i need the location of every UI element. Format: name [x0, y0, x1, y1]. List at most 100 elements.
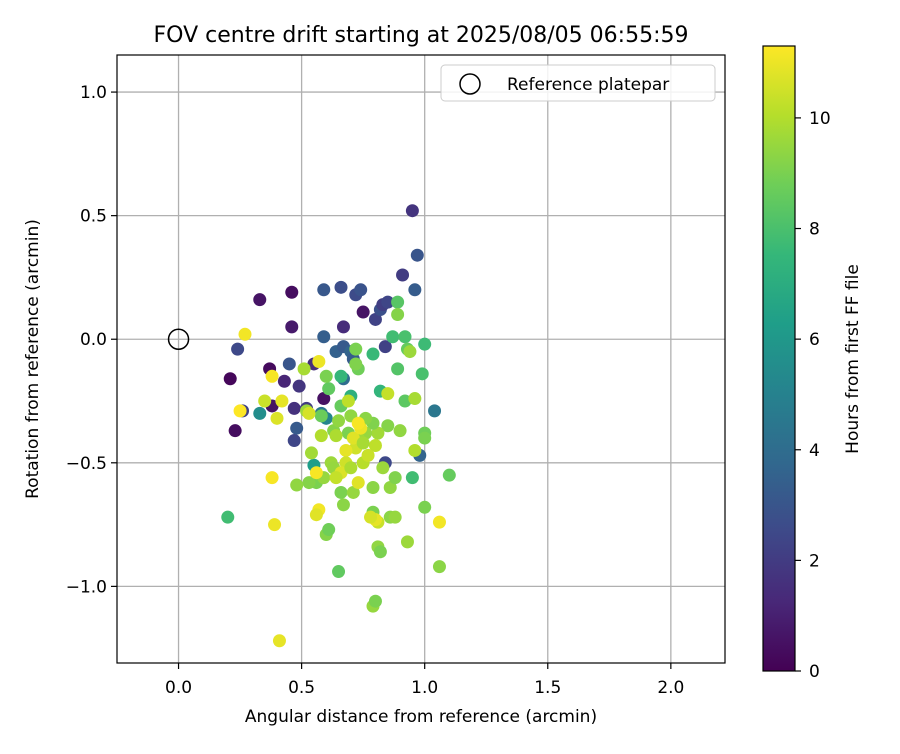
data-point: [381, 295, 395, 309]
data-point: [282, 357, 296, 371]
data-point: [376, 461, 390, 475]
data-point: [312, 354, 326, 368]
data-point: [381, 387, 395, 401]
plot-background: [117, 55, 725, 663]
x-tick-label: 1.0: [411, 678, 438, 698]
colorbar-tick-label: 0: [809, 662, 820, 682]
data-point: [334, 280, 348, 294]
data-point: [334, 369, 348, 383]
data-point: [233, 404, 247, 418]
legend-marker-icon: [459, 73, 481, 95]
data-point: [341, 394, 355, 408]
data-point: [309, 508, 323, 522]
data-point: [304, 446, 318, 460]
data-point: [408, 443, 422, 457]
data-point: [368, 594, 382, 608]
data-point: [317, 330, 331, 344]
data-point: [297, 362, 311, 376]
data-point: [287, 434, 301, 448]
data-point: [432, 515, 446, 529]
y-axis-label: Rotation from reference (arcmin): [23, 219, 43, 499]
data-point: [403, 345, 417, 359]
data-point: [290, 421, 304, 435]
chart-title: FOV centre drift starting at 2025/08/05 …: [154, 23, 689, 48]
data-point: [332, 565, 346, 579]
colorbar-tick-label: 8: [809, 220, 820, 240]
data-point: [272, 634, 286, 648]
colorbar: 0 2 4 6 8 10 Hours from first FF file: [762, 45, 863, 682]
data-point: [265, 369, 279, 383]
data-point: [393, 424, 407, 438]
data-point: [265, 471, 279, 485]
data-point: [346, 431, 360, 445]
data-point: [391, 308, 405, 322]
data-point: [221, 510, 235, 524]
data-point: [391, 362, 405, 376]
data-point: [400, 535, 414, 549]
data-point: [366, 347, 380, 361]
data-point: [405, 471, 419, 485]
data-point: [442, 468, 456, 482]
data-point: [285, 320, 299, 334]
y-tick-label: −0.5: [66, 454, 107, 474]
colorbar-ticks: 0 2 4 6 8 10: [795, 109, 831, 682]
legend-entry-reference: Reference platepar: [507, 75, 669, 95]
data-point: [319, 369, 333, 383]
data-point: [302, 406, 316, 420]
colorbar-tick-label: 2: [809, 551, 820, 571]
data-point: [410, 248, 424, 262]
data-point: [349, 342, 363, 356]
data-point: [428, 404, 442, 418]
data-point: [344, 461, 358, 475]
data-point: [277, 374, 291, 388]
data-point: [388, 471, 402, 485]
data-point: [368, 312, 382, 326]
colorbar-tick-label: 6: [809, 330, 820, 350]
data-point: [356, 305, 370, 319]
data-point: [383, 481, 397, 495]
data-point: [287, 401, 301, 415]
data-point: [371, 426, 385, 440]
legend-box: [440, 64, 716, 102]
data-point: [346, 485, 360, 499]
x-tick-label: 2.0: [657, 678, 684, 698]
data-point: [408, 283, 422, 297]
data-point: [317, 283, 331, 297]
data-point: [314, 409, 328, 423]
x-axis-label: Angular distance from reference (arcmin): [245, 707, 597, 727]
data-point: [391, 295, 405, 309]
data-point: [317, 392, 331, 406]
data-point: [290, 478, 304, 492]
legend: Reference platepar: [440, 64, 716, 102]
data-point: [309, 466, 323, 480]
x-axis-ticks: 0.0 0.5 1.0 1.5 2.0: [165, 663, 684, 698]
data-point: [378, 340, 392, 354]
plot-frame: [116, 54, 726, 664]
data-point: [418, 431, 432, 445]
data-point: [418, 500, 432, 514]
data-point: [314, 429, 328, 443]
data-point: [361, 448, 375, 462]
data-point: [322, 382, 336, 396]
data-point: [339, 443, 353, 457]
data-point: [368, 439, 382, 453]
data-point: [275, 394, 289, 408]
colorbar-tick-label: 4: [809, 441, 820, 461]
y-tick-label: 1.0: [80, 83, 107, 103]
data-point: [432, 560, 446, 574]
data-point: [329, 429, 343, 443]
data-point: [270, 411, 284, 425]
y-tick-label: −1.0: [66, 577, 107, 597]
plot-area: 0.0 0.5 1.0 1.5 2.0 −1.0 −0.5 0.0 0.5 1.0: [66, 54, 726, 698]
data-point: [253, 406, 267, 420]
colorbar-gradient: [762, 45, 796, 672]
data-point: [354, 283, 368, 297]
data-point: [292, 379, 306, 393]
data-point: [228, 424, 242, 438]
data-point: [336, 498, 350, 512]
data-point: [231, 342, 245, 356]
colorbar-tick-label: 10: [809, 109, 831, 129]
x-tick-label: 1.5: [534, 678, 561, 698]
